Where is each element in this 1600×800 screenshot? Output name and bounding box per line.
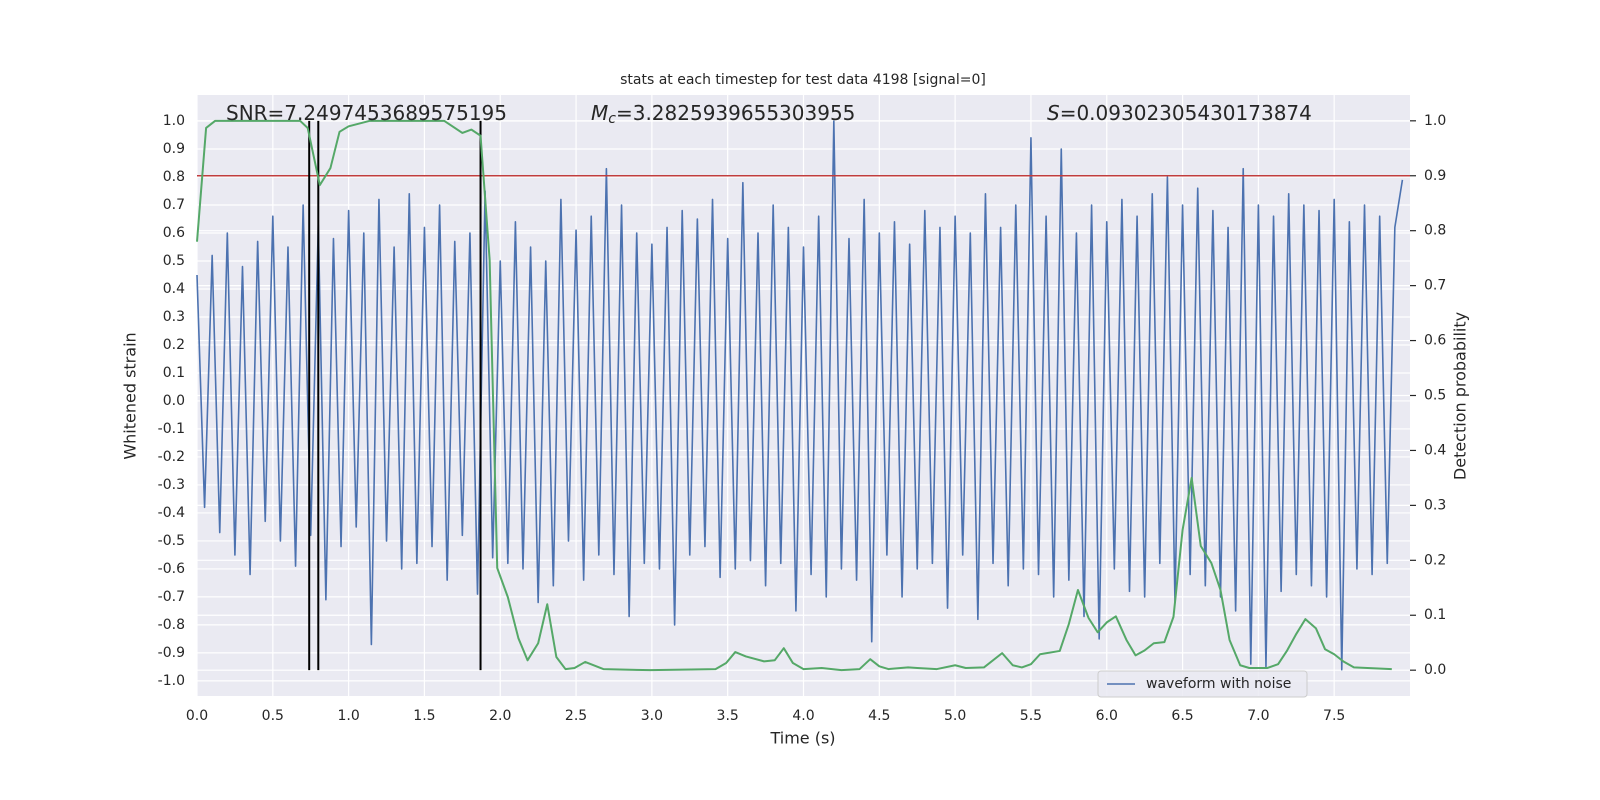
x-tick-label: 0.5	[262, 708, 284, 724]
y-tick-label: 0.4	[163, 281, 185, 297]
y2-tick-label: 1.0	[1424, 113, 1446, 129]
x-tick-label: 0.0	[186, 708, 208, 724]
x-tick-label: 5.0	[944, 708, 966, 724]
annotation-symbol: S	[1047, 101, 1060, 125]
x-tick-label: 5.5	[1020, 708, 1042, 724]
annotation-symbol: M	[591, 101, 608, 125]
y-tick-label: -0.7	[158, 589, 185, 605]
x-tick-label: 7.0	[1247, 708, 1269, 724]
y-tick-label: 0.1	[163, 365, 185, 381]
y-tick-label: 0.6	[163, 225, 185, 241]
y-tick-label: -0.3	[158, 477, 185, 493]
y-tick-label: -0.5	[158, 533, 185, 549]
y-tick-label: 0.0	[163, 393, 185, 409]
annotation-text: =3.2825939655303955	[616, 101, 855, 125]
y-tick-label: -0.2	[158, 449, 185, 465]
y-tick-label: -0.8	[158, 617, 185, 633]
y-tick-label: -1.0	[158, 673, 185, 689]
x-axis-title: Time (s)	[769, 729, 835, 748]
y2-tick-label: 0.1	[1424, 607, 1446, 623]
y2-tick-label: 0.4	[1424, 442, 1446, 458]
y2-tick-label: 0.9	[1424, 168, 1446, 184]
legend-box	[1097, 670, 1308, 698]
x-tick-label: 3.5	[717, 708, 739, 724]
y-tick-label: 0.5	[163, 253, 185, 269]
x-tick-label: 2.0	[489, 708, 511, 724]
legend: waveform with noise	[1097, 670, 1308, 698]
y2-tick-label: 0.8	[1424, 223, 1446, 239]
y-axis-title: Whitened strain	[121, 332, 140, 459]
y2-tick-label: 0.5	[1424, 388, 1446, 404]
y2-tick-label: 0.6	[1424, 333, 1446, 349]
x-tick-label: 1.5	[413, 708, 435, 724]
y2-tick-label: 0.3	[1424, 497, 1446, 513]
y2-tick-label: 0.7	[1424, 278, 1446, 294]
x-tick-label: 1.0	[337, 708, 359, 724]
y-tick-label: 0.7	[163, 197, 185, 213]
y-tick-label: -0.6	[158, 561, 185, 577]
y-tick-label: -0.1	[158, 421, 185, 437]
y-tick-label: 1.0	[163, 113, 185, 129]
y-tick-label: 0.8	[163, 169, 185, 185]
line-series	[196, 120, 1404, 671]
annotation-text: SNR=7.2497453689575195	[226, 101, 507, 125]
annotation: S=0.09302305430173874	[1047, 101, 1312, 125]
chart-title: stats at each timestep for test data 419…	[620, 72, 986, 88]
x-tick-label: 6.5	[1171, 708, 1193, 724]
y-tick-label: -0.4	[158, 505, 185, 521]
line-series	[196, 119, 1392, 672]
y2-axis-title: Detection probability	[1451, 312, 1470, 480]
y2-tick-label: 0.0	[1424, 662, 1446, 678]
y-tick-label: 0.2	[163, 337, 185, 353]
x-tick-label: 2.5	[565, 708, 587, 724]
x-tick-label: 4.0	[792, 708, 814, 724]
y-tick-label: -0.9	[158, 645, 185, 661]
axes: 0.0 0.5 1.0 1.5 2.0 2.5 3.0 3.5 4.0 4.5 5.0 5.5 6.0 6…	[158, 113, 1447, 724]
x-tick-label: 6.0	[1096, 708, 1118, 724]
y2-tick-label: 0.2	[1424, 552, 1446, 568]
annotation-subscript: c	[608, 111, 616, 127]
y-tick-label: 0.9	[163, 141, 185, 157]
annotation: SNR=7.2497453689575195	[226, 101, 507, 125]
y-tick-label: 0.3	[163, 309, 185, 325]
x-tick-label: 7.5	[1323, 708, 1345, 724]
x-tick-label: 3.0	[641, 708, 663, 724]
annotation: Mc=3.2825939655303955	[591, 101, 855, 128]
annotation-text: =0.09302305430173874	[1060, 101, 1312, 125]
legend-label: waveform with noise	[1146, 676, 1291, 692]
x-tick-label: 4.5	[868, 708, 890, 724]
marks	[196, 119, 1410, 672]
